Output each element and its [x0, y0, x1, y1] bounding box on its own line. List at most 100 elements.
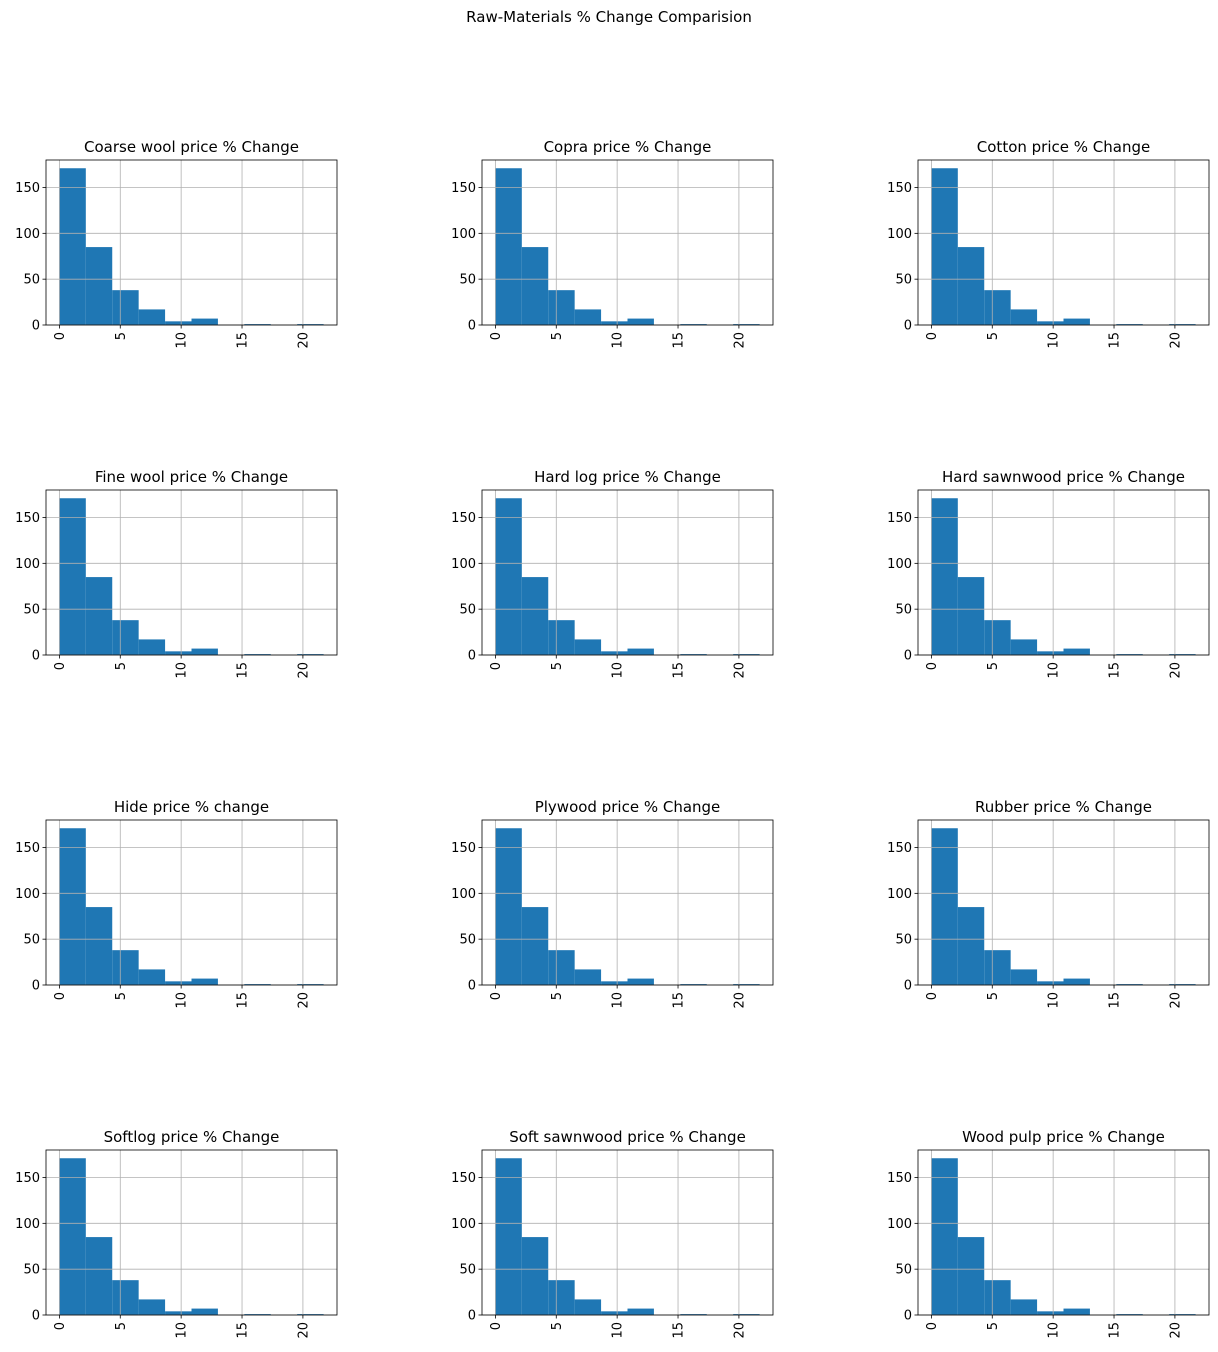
y-tick-label: 50 [895, 603, 912, 618]
y-tick-label: 150 [887, 841, 912, 856]
axes-frame [481, 1149, 774, 1316]
y-tick-label: 0 [32, 319, 40, 334]
panel-title: Rubber price % Change [975, 798, 1152, 816]
x-tick-label: 20 [732, 332, 747, 349]
histogram-panel: Hard log price % Change 0 50 100 150 0 5 10 15 20 [451, 468, 774, 679]
x-tick-label: 0 [925, 1322, 940, 1330]
x-tick-label: 0 [489, 332, 504, 340]
y-tick-label: 50 [23, 603, 40, 618]
histogram-bar [931, 828, 958, 985]
x-tick-label: 15 [672, 992, 687, 1009]
x-tick-label: 20 [296, 332, 311, 349]
histogram-bar [931, 498, 958, 655]
histogram-bar [984, 950, 1011, 985]
x-tick-label: 15 [236, 992, 251, 1009]
panel-title: Hide price % change [114, 798, 269, 816]
x-tick-label: 10 [611, 332, 626, 349]
y-tick-label: 0 [904, 979, 912, 994]
axes-frame [917, 819, 1210, 986]
histogram-bar [1169, 654, 1196, 655]
histogram-bar [601, 981, 628, 985]
histogram-bar [1037, 321, 1064, 325]
x-tick-label: 15 [236, 332, 251, 349]
histogram-panel: Coarse wool price % Change 0 50 100 150 0 5 10 1… [15, 138, 338, 349]
histogram-bar [165, 651, 192, 655]
y-tick-label: 50 [23, 933, 40, 948]
x-tick-label: 15 [1108, 662, 1123, 679]
histogram-bar [957, 247, 985, 325]
histogram-bar [548, 950, 575, 985]
y-tick-label: 50 [895, 933, 912, 948]
histogram-bar [1037, 1311, 1064, 1315]
histogram-bar [112, 1280, 139, 1315]
histogram-panel: Wood pulp price % Change 0 50 100 150 0 5 10 15 2… [887, 1128, 1210, 1339]
histogram-bar [601, 321, 628, 325]
x-tick-label: 15 [672, 662, 687, 679]
panel-title: Softlog price % Change [104, 1128, 280, 1146]
histogram-bar [495, 828, 522, 985]
histogram-bar [85, 577, 113, 655]
y-tick-label: 50 [459, 933, 476, 948]
x-tick-label: 20 [1168, 332, 1183, 349]
y-tick-label: 100 [451, 1217, 476, 1232]
x-tick-label: 0 [925, 662, 940, 670]
y-tick-label: 150 [451, 511, 476, 526]
histogram-bar [165, 1311, 192, 1315]
histogram-bar [1010, 969, 1038, 985]
histogram-bar [244, 324, 271, 325]
y-tick-label: 50 [459, 603, 476, 618]
histogram-bar [191, 1308, 218, 1315]
histogram-bar [627, 318, 654, 325]
histogram-bar [138, 639, 166, 655]
histogram-bar [627, 1308, 654, 1315]
histogram-bar [59, 168, 86, 325]
histogram-bar [59, 498, 86, 655]
x-tick-label: 10 [175, 662, 190, 679]
histogram-panel: Rubber price % Change 0 50 100 150 0 5 10 15 20 [887, 798, 1210, 1009]
y-tick-label: 0 [468, 979, 476, 994]
histogram-bar [1063, 318, 1090, 325]
histogram-bar [733, 1314, 760, 1315]
x-tick-label: 20 [296, 662, 311, 679]
x-tick-label: 5 [550, 332, 565, 340]
histogram-bar [601, 651, 628, 655]
histogram-bar [521, 1237, 549, 1315]
x-tick-label: 15 [1108, 1322, 1123, 1339]
x-tick-label: 5 [986, 662, 1001, 670]
y-tick-label: 100 [887, 1217, 912, 1232]
x-tick-label: 10 [1047, 662, 1062, 679]
x-tick-label: 20 [1168, 662, 1183, 679]
panel-title: Hard sawnwood price % Change [942, 468, 1185, 486]
histogram-bar [1010, 639, 1038, 655]
y-tick-label: 100 [451, 227, 476, 242]
axes-frame [45, 819, 338, 986]
x-tick-label: 5 [986, 992, 1001, 1000]
x-tick-label: 5 [114, 1322, 129, 1330]
histogram-bar [191, 318, 218, 325]
panel-title: Fine wool price % Change [95, 468, 288, 486]
axes-frame [481, 489, 774, 656]
axes-frame [917, 489, 1210, 656]
histogram-bar [1063, 648, 1090, 655]
x-tick-label: 20 [732, 1322, 747, 1339]
panel-title: Copra price % Change [544, 138, 712, 156]
y-tick-label: 0 [904, 1309, 912, 1324]
x-tick-label: 10 [175, 1322, 190, 1339]
histogram-bar [112, 290, 139, 325]
y-tick-label: 0 [32, 979, 40, 994]
histogram-bar [957, 577, 985, 655]
x-tick-label: 0 [53, 332, 68, 340]
histogram-bar [297, 654, 324, 655]
histogram-bar [297, 984, 324, 985]
histogram-panel: Cotton price % Change 0 50 100 150 0 5 10 15 20 [887, 138, 1210, 349]
axes-frame [45, 1149, 338, 1316]
histogram-panel: Hard sawnwood price % Change 0 50 100 150 0 5 1… [887, 468, 1210, 679]
histogram-bar [1063, 1308, 1090, 1315]
histogram-bar [548, 620, 575, 655]
histogram-bar [85, 247, 113, 325]
x-tick-label: 0 [53, 992, 68, 1000]
y-tick-label: 50 [23, 1263, 40, 1278]
y-tick-label: 150 [451, 181, 476, 196]
histogram-bar [495, 168, 522, 325]
